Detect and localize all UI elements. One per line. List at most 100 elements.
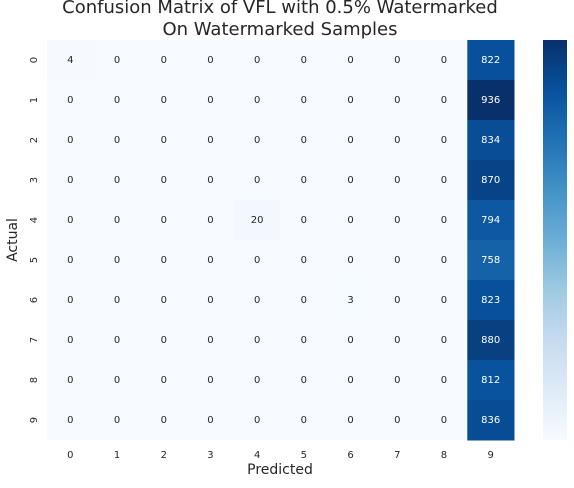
cell-label: 0 — [301, 175, 307, 186]
heatmap-cell — [47, 120, 95, 161]
x-tick-label: 8 — [441, 450, 447, 461]
cell-label: 0 — [114, 335, 120, 346]
heatmap-cell — [47, 320, 95, 361]
cell-label: 0 — [254, 255, 260, 266]
heatmap-cell — [187, 360, 235, 401]
heatmap-cell — [140, 80, 188, 121]
cell-label: 0 — [347, 95, 353, 106]
heatmap-cell — [280, 80, 328, 121]
cell-label: 0 — [207, 335, 213, 346]
cell-label: 0 — [394, 255, 400, 266]
heatmap-cell — [327, 80, 375, 121]
heatmap-cell — [140, 240, 188, 281]
cell-label: 0 — [67, 95, 73, 106]
cell-label: 0 — [394, 375, 400, 386]
heatmap-cell — [187, 280, 235, 321]
cell-label: 0 — [394, 295, 400, 306]
heatmap-cell — [327, 400, 375, 441]
cell-label: 0 — [441, 415, 447, 426]
cell-label: 0 — [114, 55, 120, 66]
cell-label: 0 — [394, 135, 400, 146]
heatmap-cell — [187, 120, 235, 161]
heatmap-cell — [467, 160, 515, 201]
cell-label: 0 — [394, 175, 400, 186]
cell-label: 0 — [207, 95, 213, 106]
heatmap-cell — [327, 160, 375, 201]
heatmap-cell — [373, 280, 422, 321]
cell-label: 0 — [394, 55, 400, 66]
heatmap-cell — [93, 240, 141, 281]
cell-label: 0 — [67, 335, 73, 346]
heatmap-cell — [373, 320, 422, 361]
heatmap-cell — [327, 360, 375, 401]
heatmap-cell — [373, 40, 422, 81]
cell-label: 0 — [301, 255, 307, 266]
cell-label: 823 — [481, 295, 500, 306]
cell-label: 0 — [254, 135, 260, 146]
cell-label: 0 — [254, 415, 260, 426]
cell-label: 0 — [347, 55, 353, 66]
cell-label: 0 — [67, 375, 73, 386]
heatmap-cell — [140, 160, 188, 201]
cell-label: 0 — [394, 95, 400, 106]
cell-label: 0 — [161, 135, 167, 146]
cell-label: 0 — [161, 215, 167, 226]
cell-label: 0 — [254, 55, 260, 66]
cell-label: 0 — [441, 95, 447, 106]
cell-label: 880 — [481, 335, 500, 346]
cell-label: 0 — [301, 215, 307, 226]
cell-label: 0 — [301, 295, 307, 306]
heatmap-cell — [233, 40, 281, 81]
x-tick-label: 5 — [301, 450, 307, 461]
y-tick-label: 7 — [29, 337, 40, 343]
heatmap-cell — [327, 280, 375, 321]
heatmap-cell — [93, 80, 141, 121]
chart-title: On Watermarked Samples — [162, 19, 397, 40]
heatmap-cell — [47, 160, 95, 201]
heatmap-cell — [93, 160, 141, 201]
cell-label: 0 — [67, 295, 73, 306]
heatmap-cell — [187, 240, 235, 281]
heatmap-cell — [233, 400, 281, 441]
heatmap-cell — [233, 160, 281, 201]
cell-label: 0 — [254, 175, 260, 186]
heatmap-cell — [47, 40, 95, 81]
heatmap-cell — [420, 200, 468, 241]
heatmap-cell — [233, 360, 281, 401]
heatmap-cell — [420, 400, 468, 441]
cell-label: 936 — [481, 95, 500, 106]
x-tick-label: 2 — [161, 450, 167, 461]
heatmap-cell — [47, 240, 95, 281]
cell-label: 3 — [347, 295, 353, 306]
heatmap-cell — [233, 240, 281, 281]
heatmap-cell — [47, 280, 95, 321]
cell-label: 0 — [207, 135, 213, 146]
heatmap-cell — [327, 240, 375, 281]
y-tick-label: 9 — [29, 417, 40, 423]
heatmap-cell — [280, 200, 328, 241]
heatmap-cell — [280, 240, 328, 281]
cell-label: 834 — [481, 135, 500, 146]
cell-label: 0 — [301, 335, 307, 346]
cell-label: 0 — [254, 295, 260, 306]
y-tick-label: 5 — [29, 257, 40, 263]
heatmap-cell — [373, 360, 422, 401]
cell-label: 0 — [301, 375, 307, 386]
heatmap-cell — [420, 120, 468, 161]
heatmap-cell — [467, 400, 515, 441]
heatmap-cell — [280, 360, 328, 401]
heatmap-cell — [467, 320, 515, 361]
cell-label: 4 — [67, 55, 73, 66]
cell-label: 0 — [254, 335, 260, 346]
cell-label: 0 — [254, 95, 260, 106]
heatmap-cell — [420, 240, 468, 281]
heatmap-cell — [373, 120, 422, 161]
heatmap-cell — [467, 240, 515, 281]
x-tick-label: 4 — [254, 450, 260, 461]
cell-label: 0 — [114, 135, 120, 146]
cell-label: 0 — [441, 135, 447, 146]
heatmap-cell — [373, 160, 422, 201]
x-tick-label: 9 — [487, 450, 493, 461]
heatmap-cell — [420, 280, 468, 321]
heatmap-cell — [373, 400, 422, 441]
